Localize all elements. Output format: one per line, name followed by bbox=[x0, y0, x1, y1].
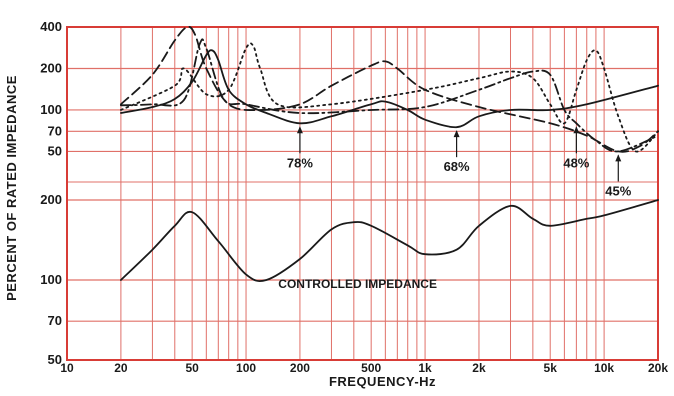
y-tick-label: 200 bbox=[40, 192, 62, 207]
y-tick-label: 70 bbox=[48, 313, 62, 328]
series-line-48pct bbox=[120, 38, 659, 153]
x-tick-label: 200 bbox=[290, 361, 310, 375]
x-tick-label: 1k bbox=[418, 361, 432, 375]
y-tick-label: 50 bbox=[48, 352, 62, 367]
y-tick-label: 50 bbox=[48, 143, 62, 158]
y-tick-label: 200 bbox=[40, 60, 62, 75]
annotation-label: 45% bbox=[605, 183, 631, 198]
annotation-arrowhead bbox=[296, 126, 303, 134]
y-tick-label: 400 bbox=[40, 19, 62, 34]
annotation-arrowhead bbox=[615, 154, 622, 162]
x-tick-label: 10k bbox=[594, 361, 614, 375]
annotation-label: 48% bbox=[563, 155, 589, 170]
y-tick-label: 100 bbox=[40, 272, 62, 287]
annotation-label: 68% bbox=[444, 159, 470, 174]
series-line-45pct bbox=[120, 42, 659, 153]
x-tick-label: 100 bbox=[236, 361, 256, 375]
x-tick-label: 50 bbox=[185, 361, 199, 375]
annotation-label: 78% bbox=[287, 155, 313, 170]
y-axis-label: PERCENT OF RATED IMPEDANCE bbox=[4, 75, 19, 301]
series-label-controlled-impedance: CONTROLLED IMPEDANCE bbox=[278, 277, 437, 291]
x-tick-label: 20k bbox=[648, 361, 668, 375]
plot-frame bbox=[66, 26, 659, 361]
x-tick-label: 2k bbox=[472, 361, 486, 375]
y-tick-label: 70 bbox=[48, 123, 62, 138]
x-tick-label: 10 bbox=[60, 361, 74, 375]
y-tick-label: 100 bbox=[40, 102, 62, 117]
series-line-68pct bbox=[120, 25, 659, 153]
annotation-arrowhead bbox=[453, 130, 460, 138]
x-tick-label: 5k bbox=[544, 361, 558, 375]
series-line-controlled-impedance bbox=[120, 199, 659, 283]
x-axis-label: FREQUENCY-Hz bbox=[329, 374, 436, 389]
x-tick-label: 20 bbox=[114, 361, 128, 375]
annotation-arrowhead bbox=[573, 126, 580, 134]
x-tick-label: 500 bbox=[361, 361, 381, 375]
